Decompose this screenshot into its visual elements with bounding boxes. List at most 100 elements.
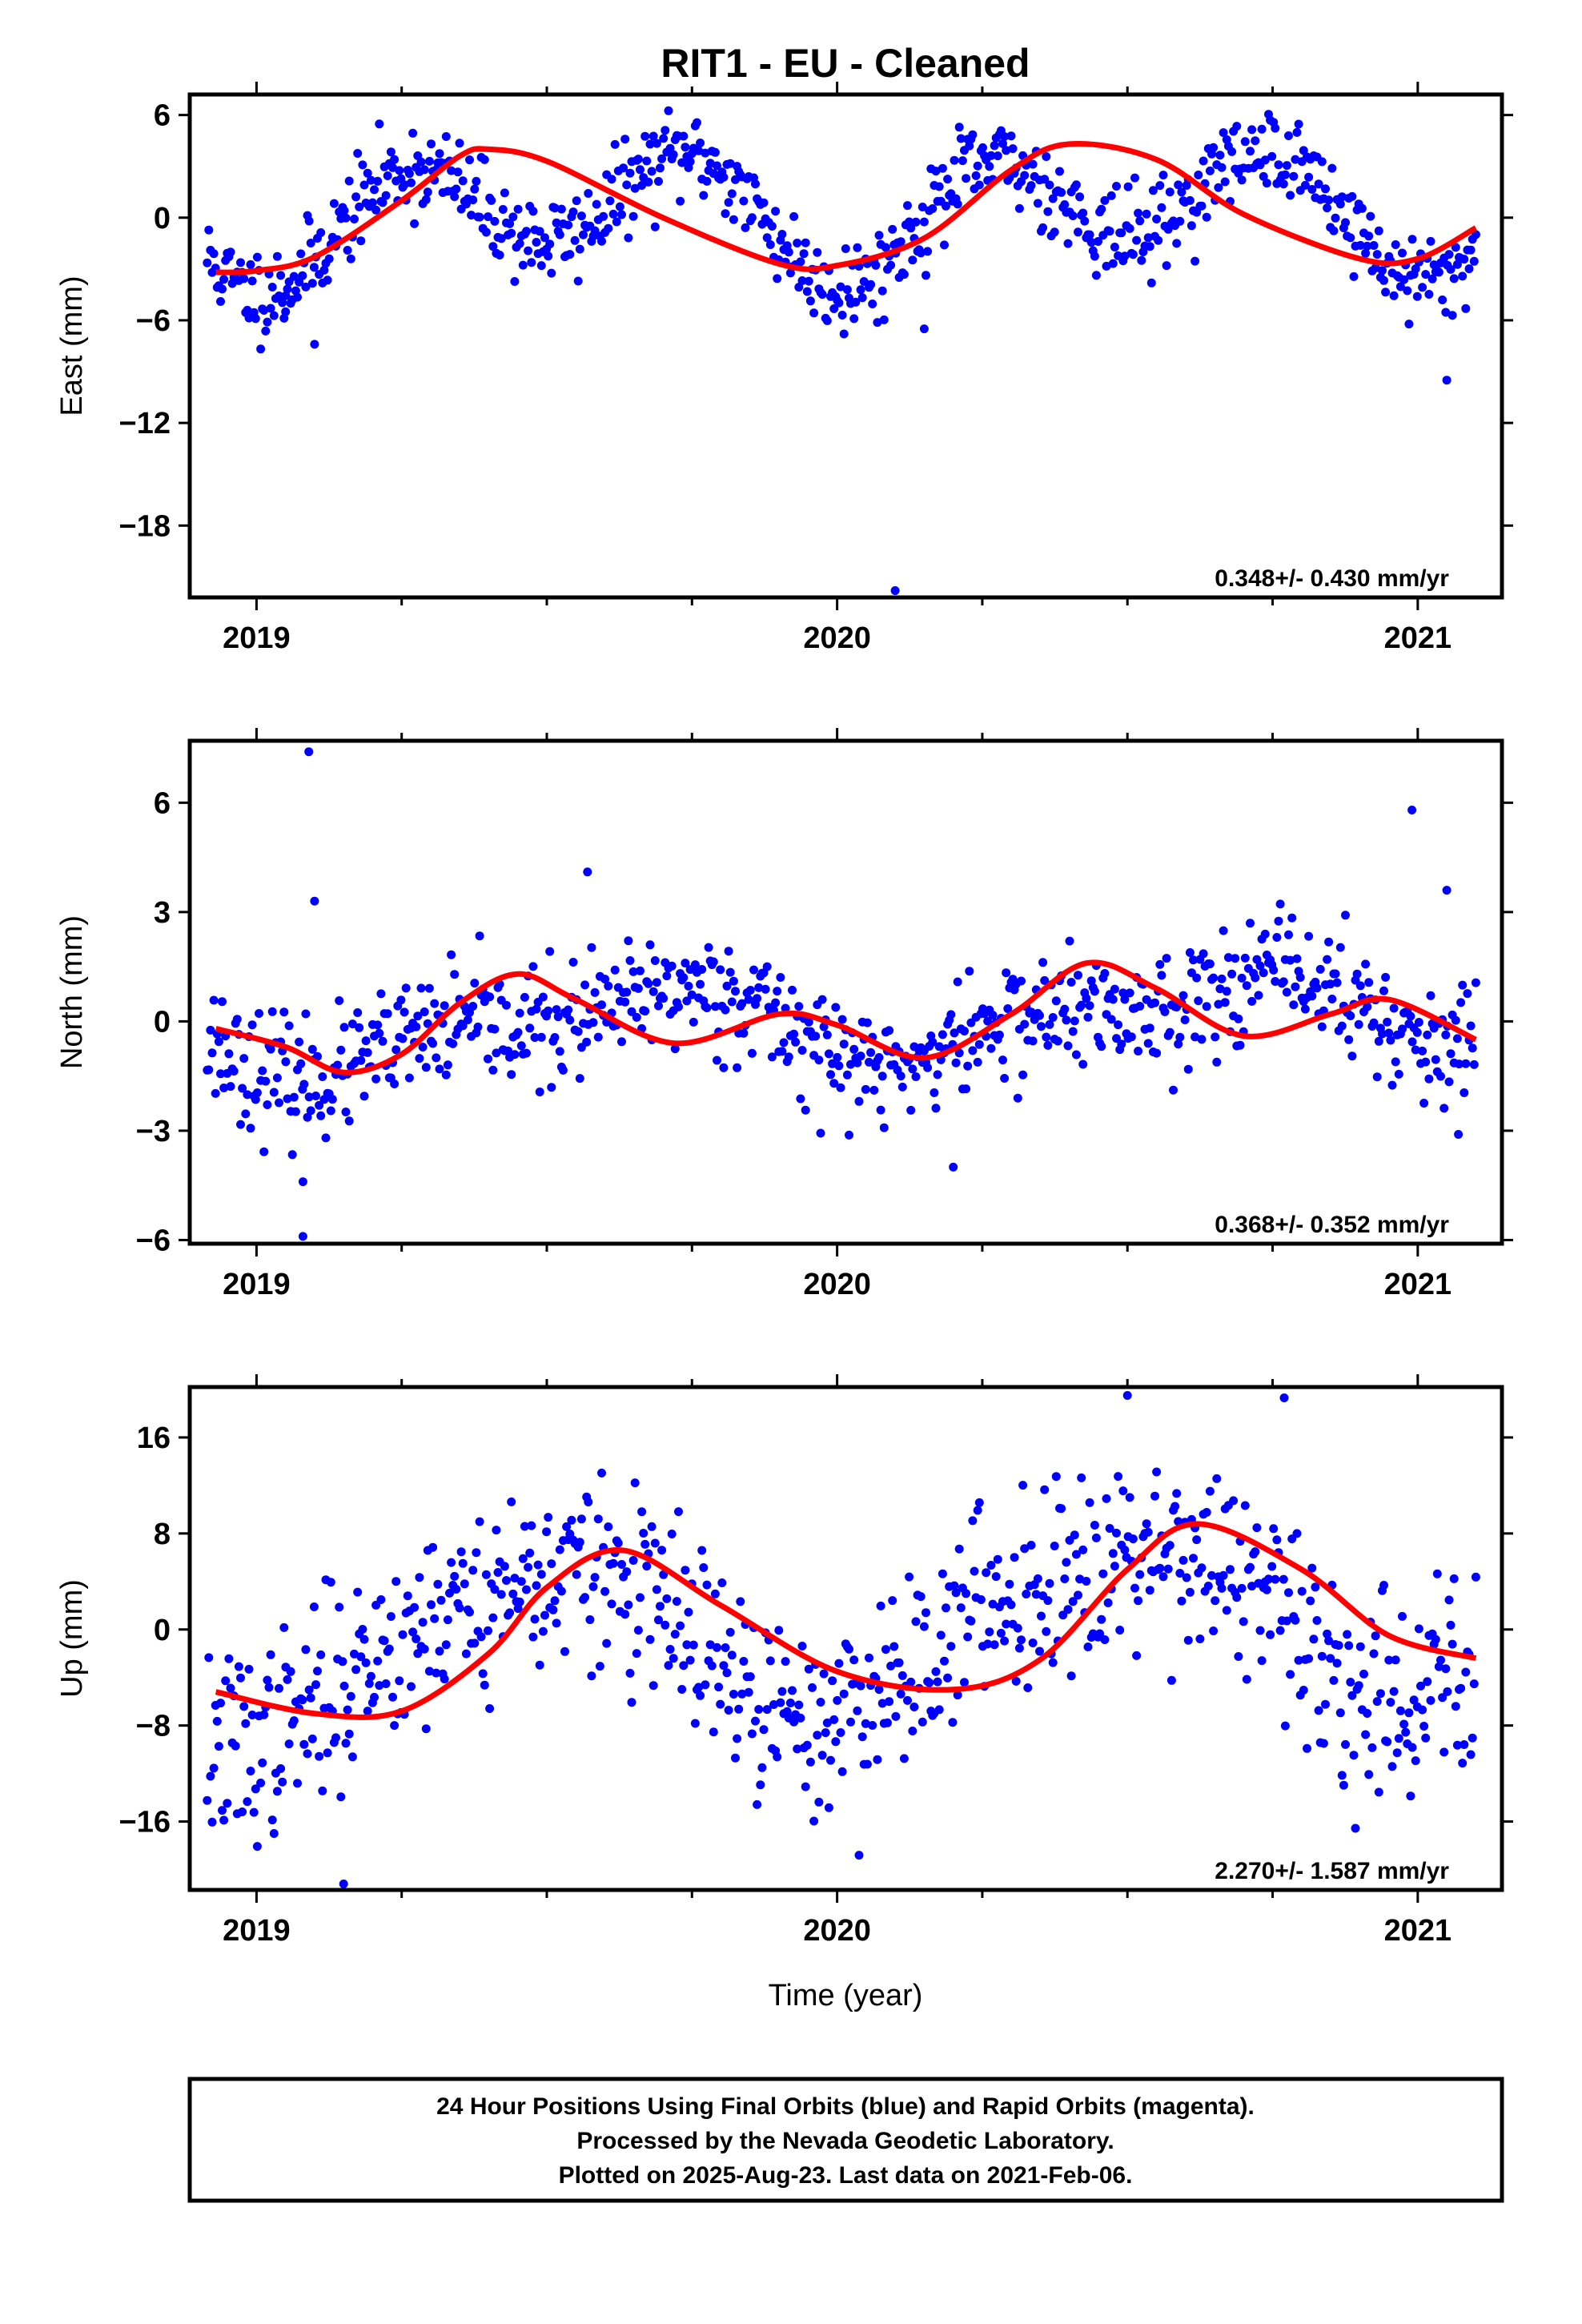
data-point <box>592 199 601 209</box>
data-point <box>326 1106 335 1116</box>
data-point <box>344 1729 354 1739</box>
data-point <box>1469 256 1479 266</box>
data-point <box>990 141 999 151</box>
data-point <box>1108 1549 1118 1558</box>
data-point <box>456 1547 466 1557</box>
data-point <box>1234 1652 1243 1661</box>
data-point <box>1324 1636 1334 1646</box>
data-point <box>1306 1596 1315 1606</box>
data-point <box>1028 159 1038 169</box>
data-point <box>1456 1683 1466 1693</box>
data-point <box>693 118 701 127</box>
data-point <box>816 1698 825 1707</box>
x-tick-label: 2020 <box>803 621 871 655</box>
data-point <box>289 1092 299 1102</box>
data-point <box>633 1626 643 1635</box>
data-point <box>468 1566 478 1575</box>
data-point <box>1432 1569 1442 1578</box>
data-point <box>871 260 881 270</box>
data-point <box>473 1022 483 1031</box>
data-point <box>226 1683 235 1693</box>
data-point <box>1110 984 1119 994</box>
data-point <box>381 1679 391 1688</box>
footer-line-3: Plotted on 2025-Aug-23. Last data on 202… <box>559 2162 1133 2189</box>
data-point <box>600 975 610 984</box>
data-point <box>1411 264 1420 274</box>
data-point <box>704 943 713 952</box>
data-point <box>1337 1771 1347 1780</box>
data-point <box>256 1778 266 1787</box>
data-point <box>1284 131 1293 140</box>
y-axis-label: East (mm) <box>55 275 89 416</box>
data-point <box>416 157 426 167</box>
data-point <box>950 155 959 165</box>
data-point <box>307 1734 317 1743</box>
data-point <box>610 965 620 975</box>
data-point <box>256 344 266 354</box>
data-point <box>632 1012 641 1022</box>
data-point <box>1371 1631 1380 1641</box>
data-point <box>1317 1651 1327 1661</box>
data-point <box>407 178 416 187</box>
data-point <box>518 1554 528 1563</box>
footer-line-2: Processed by the Nevada Geodetic Laborat… <box>576 2128 1114 2154</box>
data-point <box>729 1690 738 1699</box>
data-point <box>1326 979 1335 989</box>
data-point <box>679 131 689 141</box>
data-point <box>667 961 677 971</box>
data-point <box>293 292 302 302</box>
data-point <box>558 1065 568 1075</box>
data-point <box>897 1671 907 1680</box>
data-point <box>371 1074 381 1084</box>
data-point <box>714 1683 724 1692</box>
data-point <box>232 1015 242 1024</box>
data-point <box>1205 166 1215 175</box>
data-point <box>1381 287 1391 297</box>
data-point <box>522 227 531 236</box>
data-point <box>1262 1585 1271 1594</box>
data-point <box>1452 1740 1462 1750</box>
data-point <box>1471 1572 1480 1582</box>
data-point <box>1130 1583 1139 1593</box>
data-point <box>1148 186 1158 195</box>
data-point <box>507 1497 516 1506</box>
data-point <box>246 1767 255 1775</box>
data-point <box>716 1699 725 1709</box>
data-point <box>1177 1596 1186 1606</box>
data-point <box>794 1700 804 1710</box>
data-point <box>243 1090 252 1100</box>
data-point <box>620 1610 630 1619</box>
data-point <box>251 314 260 324</box>
y-tick-label: 8 <box>154 1518 171 1551</box>
data-point <box>209 1763 219 1773</box>
data-point <box>373 1656 383 1666</box>
data-point <box>1374 226 1383 235</box>
outlier-point <box>583 867 592 877</box>
data-point <box>453 167 463 177</box>
data-point <box>1407 1037 1417 1047</box>
data-point <box>508 212 518 222</box>
data-point <box>327 1095 337 1104</box>
y-tick-label: −18 <box>119 509 171 543</box>
data-point <box>346 1691 355 1701</box>
data-point <box>1452 1034 1462 1043</box>
data-point <box>785 1699 795 1707</box>
data-point <box>1152 1467 1162 1477</box>
data-point <box>313 1667 322 1676</box>
data-point <box>896 1072 905 1081</box>
data-point <box>942 1603 950 1613</box>
data-point <box>756 1780 765 1790</box>
data-point <box>1275 1626 1285 1635</box>
data-point <box>1057 187 1066 197</box>
data-point <box>988 1599 998 1609</box>
data-point <box>206 1025 215 1035</box>
data-point <box>776 1698 785 1707</box>
data-point <box>597 236 606 246</box>
data-point <box>1379 986 1388 995</box>
data-point <box>1215 984 1225 994</box>
data-point <box>970 1566 979 1576</box>
data-point <box>973 1506 982 1515</box>
data-point <box>1026 181 1036 191</box>
data-point <box>1391 1057 1400 1067</box>
data-point <box>216 1699 225 1708</box>
